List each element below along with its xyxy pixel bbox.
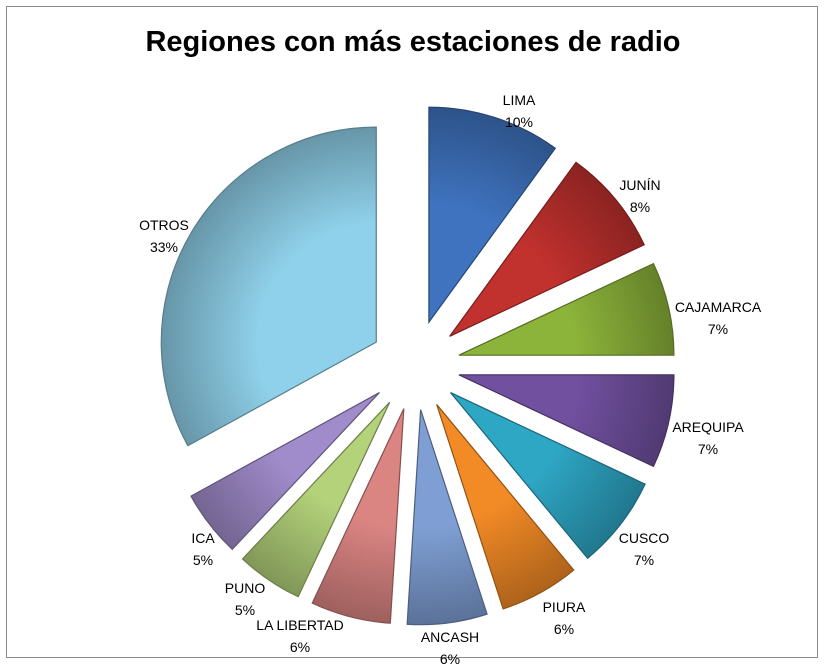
pie-slice-puno bbox=[241, 401, 391, 598]
pie-slice-arequipa bbox=[458, 374, 675, 468]
slice-percent-label: 33% bbox=[150, 239, 178, 255]
slice-label: CAJAMARCA bbox=[675, 299, 762, 315]
slice-percent-label: 8% bbox=[630, 199, 650, 215]
slice-label: AREQUIPA bbox=[672, 419, 744, 435]
slice-percent-label: 6% bbox=[554, 621, 574, 637]
slice-percent-label: 10% bbox=[505, 114, 533, 130]
slice-percent-label: 7% bbox=[634, 552, 654, 568]
pie-slice-otros bbox=[160, 126, 377, 447]
slice-label: PIURA bbox=[543, 599, 586, 615]
slice-percent-label: 7% bbox=[708, 321, 728, 337]
slice-percent-label: 7% bbox=[698, 441, 718, 457]
slice-label: ICA bbox=[191, 530, 215, 546]
pie-slice-junín bbox=[449, 161, 646, 337]
slice-label: OTROS bbox=[139, 217, 189, 233]
pie-slice-la-libertad bbox=[311, 408, 405, 624]
pie-slice-piura bbox=[436, 404, 575, 610]
pie-slice-cusco bbox=[450, 392, 646, 560]
slice-percent-label: 5% bbox=[235, 602, 255, 618]
chart-title: Regiones con más estaciones de radio bbox=[145, 26, 681, 58]
slice-label: PUNO bbox=[225, 580, 266, 596]
slice-label: JUNÍN bbox=[619, 177, 660, 193]
slice-percent-label: 6% bbox=[440, 651, 460, 666]
pie-slice-ica bbox=[190, 392, 380, 551]
slice-label: CUSCO bbox=[619, 530, 670, 546]
slice-label: ANCASH bbox=[421, 629, 479, 645]
pie-slice-ancash bbox=[406, 409, 488, 626]
pie-slice-lima bbox=[428, 106, 557, 325]
slice-percent-label: 6% bbox=[290, 639, 310, 655]
slice-label: LA LIBERTAD bbox=[256, 617, 343, 633]
slice-percent-label: 5% bbox=[193, 552, 213, 568]
pie-slice-cajamarca bbox=[458, 262, 675, 356]
slice-label: LIMA bbox=[503, 92, 536, 108]
